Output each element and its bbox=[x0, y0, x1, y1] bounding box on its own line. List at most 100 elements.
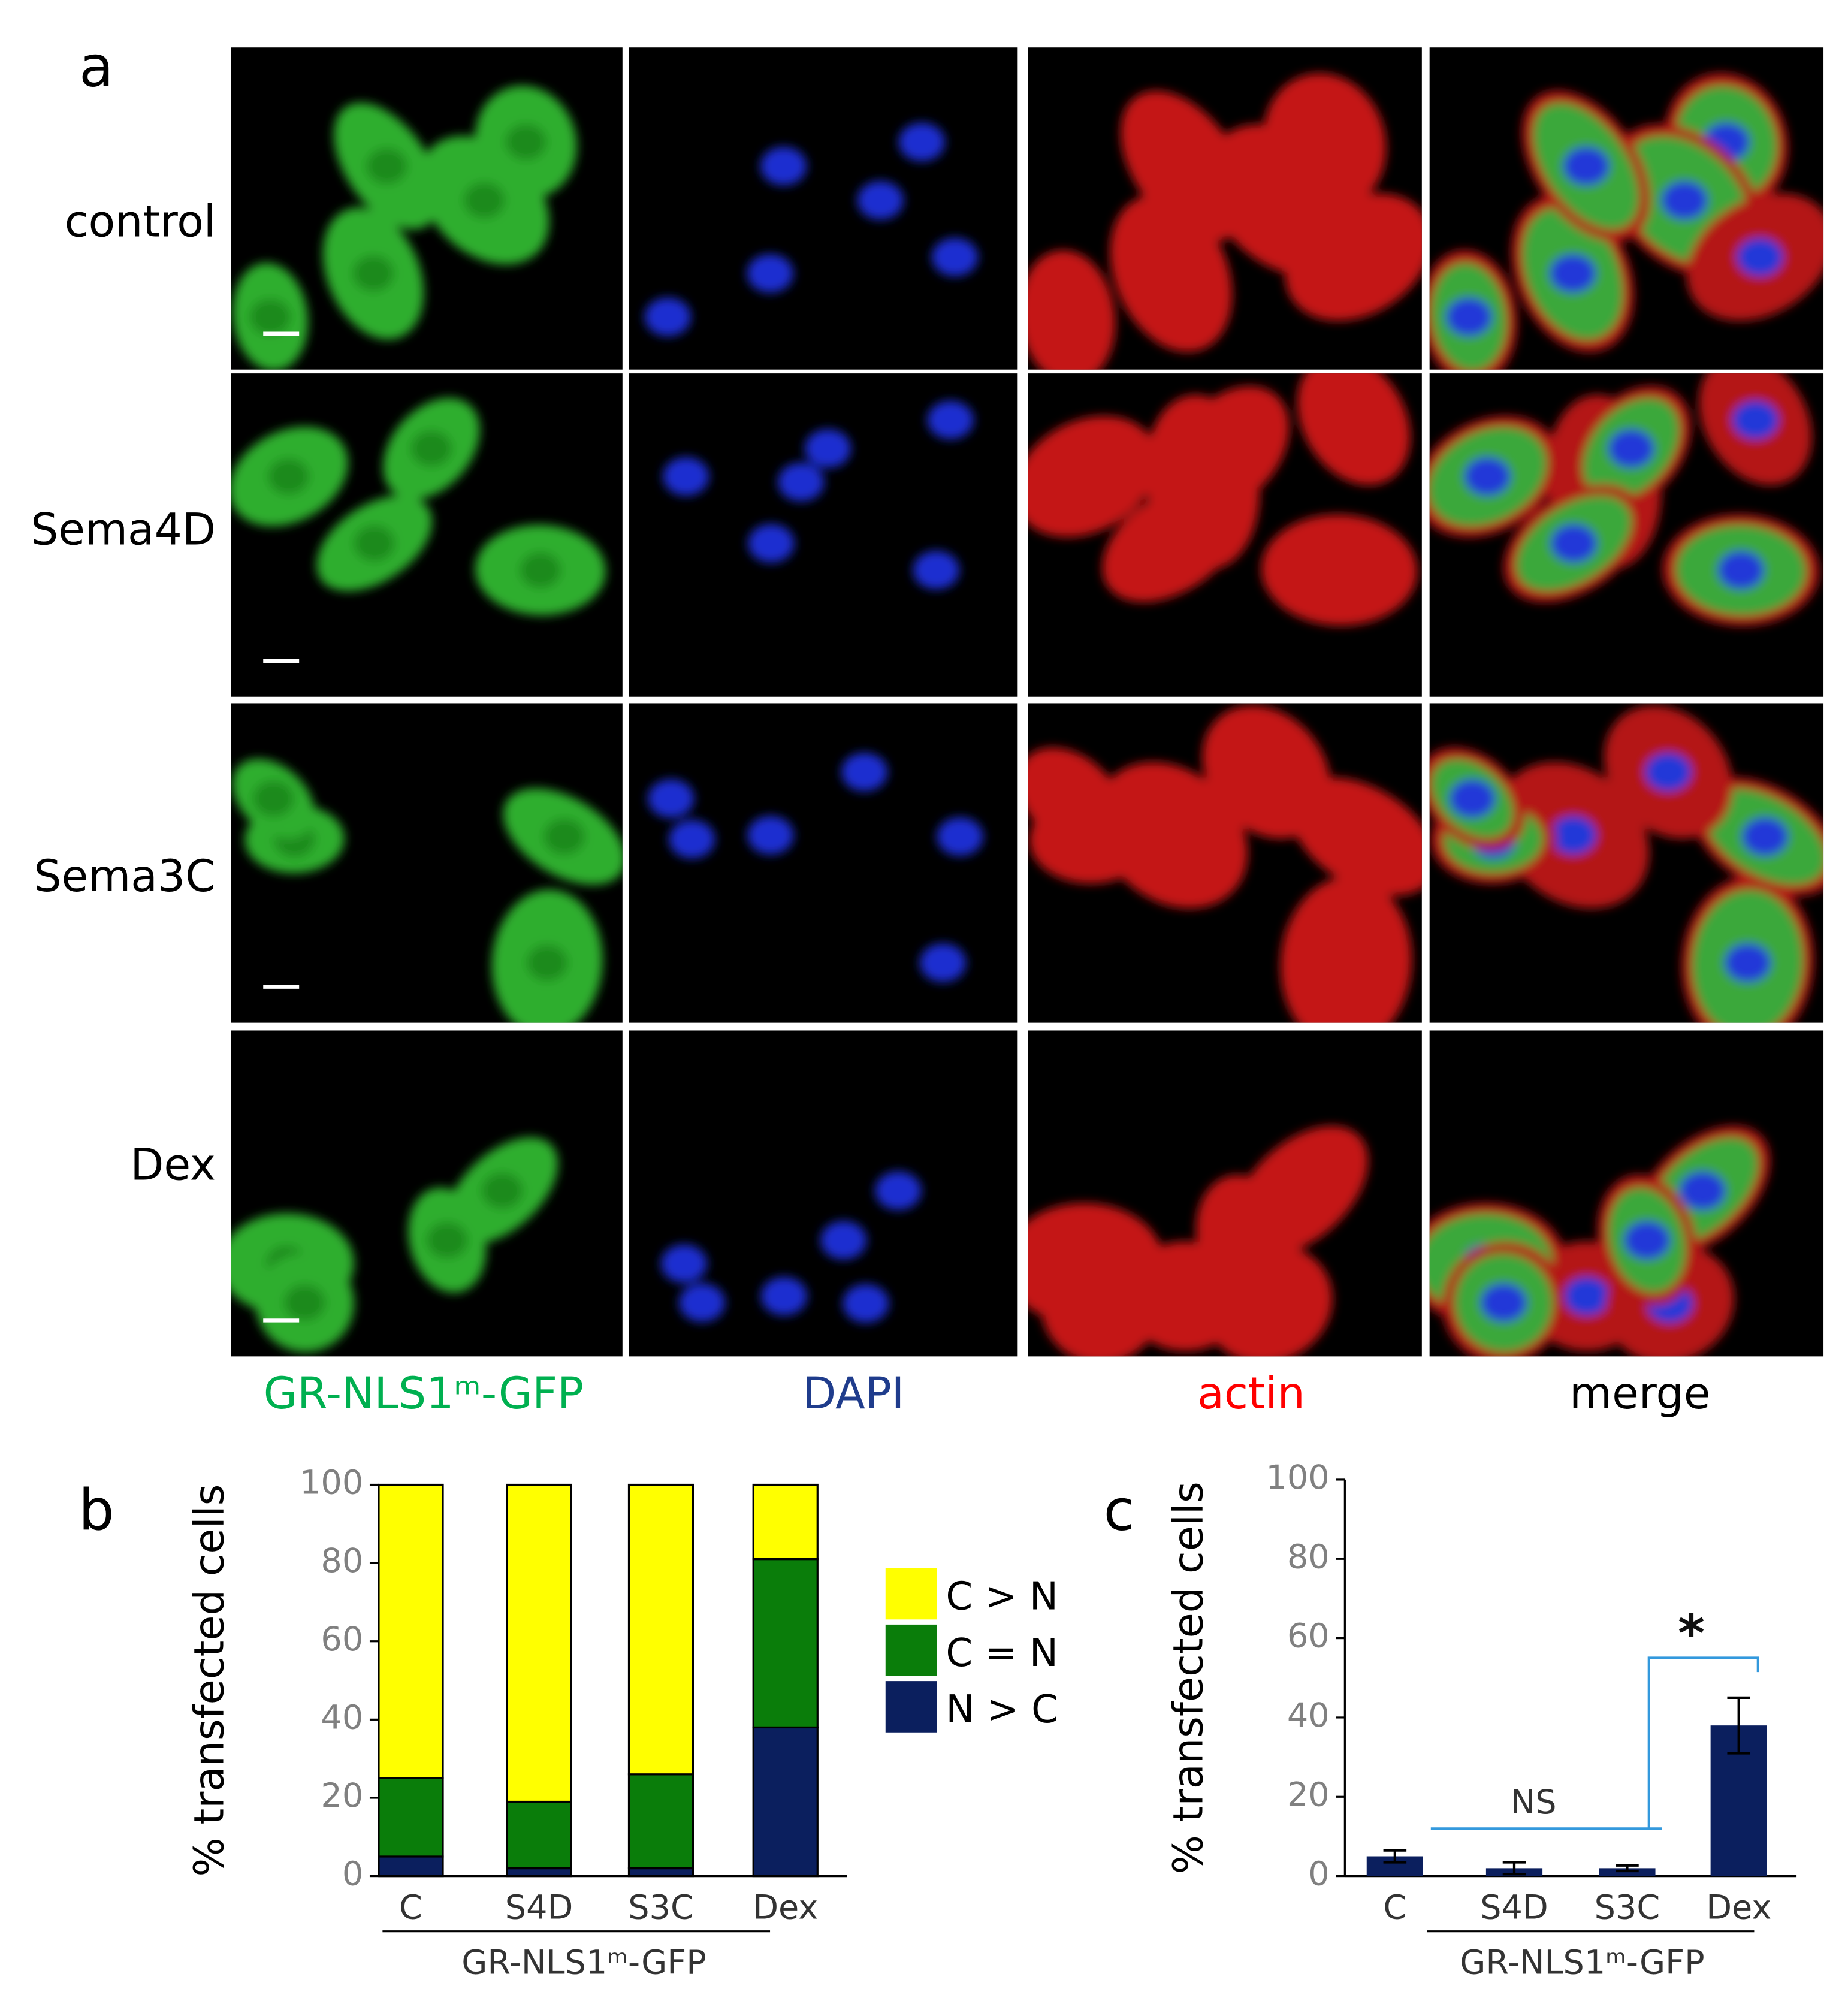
cells bbox=[231, 397, 606, 615]
cells bbox=[232, 86, 577, 370]
nucleus bbox=[1661, 181, 1708, 220]
x-tick-label: C bbox=[399, 1888, 422, 1927]
cells bbox=[1028, 1125, 1369, 1357]
nucleus bbox=[427, 1222, 468, 1259]
error-bar bbox=[1727, 1696, 1751, 1755]
nucleus bbox=[841, 753, 888, 792]
nucleus bbox=[1563, 1276, 1610, 1316]
y-tick-label: 60 bbox=[321, 1620, 363, 1659]
nucleus bbox=[919, 943, 967, 982]
cell bbox=[1261, 514, 1418, 626]
nucleus bbox=[526, 944, 568, 981]
annotation: * bbox=[1678, 1604, 1705, 1664]
cells bbox=[231, 1137, 558, 1353]
nucleus bbox=[648, 779, 694, 818]
legend-label: C = N bbox=[946, 1631, 1058, 1676]
legend-swatch bbox=[885, 1681, 937, 1733]
nucleus bbox=[1550, 254, 1596, 293]
nucleus bbox=[898, 122, 945, 162]
row-label: Sema4D bbox=[31, 505, 216, 556]
panel-label: c bbox=[1104, 1478, 1135, 1544]
cells bbox=[1028, 373, 1418, 626]
legend-swatch bbox=[885, 1624, 937, 1676]
cell bbox=[1297, 373, 1411, 485]
nucleus bbox=[820, 1221, 867, 1260]
nucleus bbox=[366, 148, 407, 185]
cells bbox=[1028, 705, 1422, 1023]
y-tick-label: 40 bbox=[321, 1698, 363, 1737]
cells bbox=[1429, 373, 1819, 626]
nucleus bbox=[1480, 1283, 1527, 1322]
nucleus bbox=[520, 552, 561, 588]
cells bbox=[1028, 73, 1422, 370]
nucleus bbox=[1563, 147, 1610, 186]
nucleus bbox=[354, 525, 395, 562]
nucleus bbox=[481, 1172, 523, 1209]
column-label: GR-NLS1ᵐ-GFP bbox=[264, 1368, 584, 1419]
cells bbox=[1429, 73, 1824, 370]
nucleus bbox=[679, 1283, 726, 1322]
nucleus bbox=[937, 817, 983, 856]
bar-segment bbox=[506, 1800, 572, 1870]
nucleus bbox=[1445, 297, 1492, 337]
group-label: GR-NLS1ᵐ-GFP bbox=[461, 1943, 706, 1982]
x-tick-label: S3C bbox=[1595, 1888, 1660, 1927]
nucleus bbox=[913, 551, 959, 590]
y-tick-label: 100 bbox=[300, 1463, 363, 1502]
y-tick-label: 100 bbox=[1266, 1458, 1329, 1497]
nucleus bbox=[1608, 429, 1654, 468]
cell bbox=[1028, 416, 1158, 538]
nucleus bbox=[1737, 237, 1783, 277]
panel-label: a bbox=[79, 35, 114, 100]
cell bbox=[1102, 484, 1242, 602]
row-label: Sema3C bbox=[34, 851, 216, 902]
nucleus bbox=[268, 458, 309, 495]
nucleus bbox=[1464, 457, 1511, 496]
cell bbox=[1202, 705, 1331, 839]
nucleus bbox=[505, 124, 547, 161]
nucleus bbox=[1732, 400, 1778, 439]
y-tick-label: 20 bbox=[321, 1776, 363, 1815]
legend-label: C > N bbox=[946, 1574, 1058, 1619]
y-axis-label: % transfected cells bbox=[1164, 1481, 1212, 1874]
x-tick-label: Dex bbox=[753, 1888, 818, 1927]
bar-segment bbox=[752, 1558, 819, 1729]
cells bbox=[661, 1171, 922, 1323]
nucleus bbox=[410, 430, 452, 467]
cell bbox=[1285, 193, 1422, 321]
nucleus bbox=[748, 524, 795, 563]
nucleus bbox=[760, 147, 807, 186]
nucleus bbox=[644, 297, 691, 337]
bar-segment bbox=[506, 1867, 572, 1878]
nucleus bbox=[843, 1284, 889, 1323]
nucleus bbox=[747, 816, 794, 855]
bar-segment bbox=[627, 1773, 694, 1870]
y-axis-label: % transfected cells bbox=[186, 1484, 234, 1877]
micrograph bbox=[629, 47, 1018, 370]
cell bbox=[1121, 90, 1249, 242]
nucleus bbox=[352, 255, 394, 292]
y-tick-label: 60 bbox=[1287, 1617, 1330, 1656]
nucleus bbox=[249, 298, 291, 335]
nucleus bbox=[543, 819, 585, 855]
cell bbox=[1195, 1175, 1295, 1306]
cells bbox=[232, 759, 623, 1023]
nucleus bbox=[1550, 524, 1597, 563]
y-tick-label: 0 bbox=[1308, 1855, 1329, 1894]
y-tick-label: 40 bbox=[1287, 1696, 1330, 1735]
nucleus bbox=[1741, 817, 1789, 856]
nucleus bbox=[1725, 943, 1771, 982]
nucleus bbox=[805, 429, 851, 468]
column-label: merge bbox=[1569, 1368, 1710, 1419]
panel-label: b bbox=[78, 1478, 114, 1544]
column-label: DAPI bbox=[802, 1368, 904, 1419]
legend-swatch bbox=[885, 1568, 937, 1620]
x-tick-label: S3C bbox=[628, 1888, 694, 1927]
nucleus bbox=[1624, 1221, 1671, 1260]
error-bar bbox=[1502, 1861, 1526, 1876]
nucleus bbox=[663, 457, 709, 496]
y-tick-label: 80 bbox=[321, 1541, 363, 1580]
bar-segment bbox=[378, 1855, 444, 1878]
bar-segment bbox=[752, 1483, 819, 1561]
